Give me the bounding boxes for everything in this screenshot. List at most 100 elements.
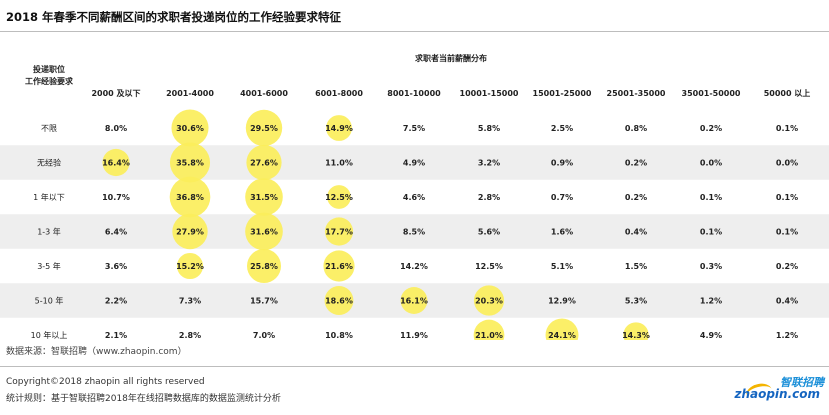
- row-label: 无经验: [37, 158, 61, 168]
- value-label: 0.7%: [551, 193, 573, 202]
- value-label: 0.8%: [625, 124, 647, 133]
- value-label: 0.1%: [700, 193, 722, 202]
- value-label: 8.0%: [105, 124, 127, 133]
- value-label: 10.8%: [325, 331, 353, 340]
- value-bubble: [176, 252, 204, 280]
- value-label: 0.1%: [776, 228, 798, 237]
- value-bubble: [324, 217, 354, 246]
- value-label: 25.8%: [250, 262, 278, 271]
- value-label: 2.2%: [105, 297, 127, 306]
- value-label: 12.9%: [548, 297, 576, 306]
- column-header: 35001-50000: [682, 89, 741, 98]
- value-label: 0.2%: [625, 159, 647, 168]
- value-label: 3.2%: [478, 159, 500, 168]
- value-label: 17.7%: [325, 228, 353, 237]
- row-band: [0, 214, 829, 249]
- value-bubble: [326, 115, 352, 141]
- value-label: 3.6%: [105, 262, 127, 271]
- value-label: 10.7%: [102, 193, 130, 202]
- value-label: 29.5%: [250, 124, 278, 133]
- zhaopin-logo: 智联招聘 zhaopin.com: [734, 374, 826, 405]
- value-bubble: [246, 248, 282, 284]
- value-label: 5.1%: [551, 262, 573, 271]
- column-header: 6001-8000: [315, 89, 363, 98]
- logo-en-text: zhaopin.com: [734, 387, 820, 401]
- value-bubble: [545, 318, 579, 340]
- value-label: 11.9%: [400, 331, 428, 340]
- value-label: 8.5%: [403, 228, 425, 237]
- value-label: 35.8%: [176, 159, 204, 168]
- row-band: [0, 145, 829, 180]
- value-label: 5.6%: [478, 228, 500, 237]
- value-bubble: [623, 322, 649, 340]
- value-bubble: [169, 142, 211, 183]
- row-label: 1 年以下: [33, 192, 65, 202]
- value-bubble: [323, 250, 355, 282]
- value-label: 31.5%: [250, 193, 278, 202]
- value-bubble: [327, 185, 351, 209]
- column-header: 15001-25000: [533, 89, 592, 98]
- value-label: 14.9%: [325, 124, 353, 133]
- value-bubble: [400, 287, 428, 314]
- column-header: 25001-35000: [607, 89, 666, 98]
- value-label: 0.2%: [625, 193, 647, 202]
- value-bubble: [171, 109, 209, 147]
- value-label: 4.6%: [403, 193, 425, 202]
- value-bubble: [324, 286, 354, 315]
- value-label: 16.1%: [400, 297, 428, 306]
- value-label: 30.6%: [176, 124, 204, 133]
- value-label: 2.8%: [179, 331, 201, 340]
- value-label: 0.4%: [625, 228, 647, 237]
- value-label: 20.3%: [475, 297, 503, 306]
- row-label: 不限: [41, 124, 57, 133]
- column-header: 2000 及以下: [91, 89, 140, 98]
- column-header: 8001-10000: [387, 89, 441, 98]
- row-header-label: 投递职位: [33, 64, 65, 74]
- value-label: 31.6%: [250, 228, 278, 237]
- value-label: 11.0%: [325, 159, 353, 168]
- value-label: 1.5%: [625, 262, 647, 271]
- value-label: 2.5%: [551, 124, 573, 133]
- value-label: 1.6%: [551, 228, 573, 237]
- value-label: 27.6%: [250, 159, 278, 168]
- value-label: 21.0%: [475, 331, 503, 340]
- value-label: 0.9%: [551, 159, 573, 168]
- value-label: 0.2%: [700, 124, 722, 133]
- value-label: 14.2%: [400, 262, 428, 271]
- value-bubble: [473, 285, 505, 316]
- value-label: 0.0%: [776, 159, 798, 168]
- value-label: 0.1%: [776, 124, 798, 133]
- value-bubble: [473, 319, 505, 340]
- value-label: 0.3%: [700, 262, 722, 271]
- value-label: 4.9%: [700, 331, 722, 340]
- value-label: 6.4%: [105, 228, 127, 237]
- value-label: 1.2%: [776, 331, 798, 340]
- row-label: 1-3 年: [37, 227, 61, 237]
- value-label: 14.3%: [622, 331, 650, 340]
- value-bubble: [169, 176, 211, 218]
- row-label: 10 年以上: [31, 330, 68, 340]
- value-label: 4.9%: [403, 159, 425, 168]
- value-label: 15.2%: [176, 262, 204, 271]
- title-divider: [0, 31, 829, 32]
- value-label: 0.1%: [776, 193, 798, 202]
- row-label: 3-5 年: [37, 261, 61, 271]
- column-header: 50000 以上: [764, 88, 811, 98]
- column-header: 4001-6000: [240, 89, 288, 98]
- data-source: 数据来源：智联招聘（www.zhaopin.com）: [6, 347, 187, 357]
- value-label: 0.1%: [700, 228, 722, 237]
- value-label: 7.5%: [403, 124, 425, 133]
- logo-cn-text: 智联招聘: [780, 376, 824, 389]
- value-label: 12.5%: [325, 193, 353, 202]
- column-header: 2001-4000: [166, 89, 214, 98]
- value-label: 7.3%: [179, 297, 201, 306]
- statistics-rule: 统计规则：基于智联招聘2018年在线招聘数据库的数据监测统计分析: [6, 394, 281, 404]
- column-header: 10001-15000: [460, 89, 519, 98]
- value-label: 7.0%: [253, 331, 275, 340]
- value-label: 27.9%: [176, 228, 204, 237]
- value-label: 2.1%: [105, 331, 127, 340]
- row-header-label: 工作经验要求: [25, 76, 74, 86]
- value-label: 2.8%: [478, 193, 500, 202]
- value-bubble: [172, 213, 208, 250]
